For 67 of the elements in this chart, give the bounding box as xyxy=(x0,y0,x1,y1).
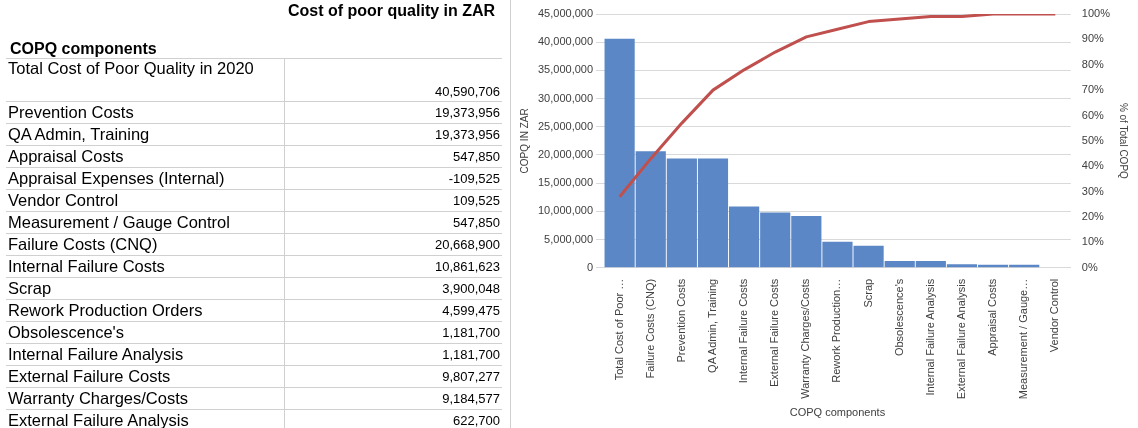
y2-tick-label: 60% xyxy=(1081,108,1105,121)
text: 3,900,048 xyxy=(284,277,502,300)
text: QA Admin, Training xyxy=(6,123,284,146)
text: Measurement / Gauge Control xyxy=(6,211,284,234)
x-tick-label: External Failure Costs xyxy=(768,278,781,387)
y-tick-label: 45,000,000 xyxy=(537,7,594,20)
x-tick-label: Scrap xyxy=(861,278,874,308)
text: 19,373,956 xyxy=(284,123,502,146)
x-axis-title: COPQ components xyxy=(789,406,886,419)
text: 20,668,900 xyxy=(284,233,502,256)
y2-tick-label: 90% xyxy=(1081,32,1105,45)
y2-tick-label: 100% xyxy=(1081,7,1111,20)
text: 9,184,577 xyxy=(284,387,502,410)
text: Cost of poor quality in ZAR xyxy=(284,2,502,59)
y2-tick-label: 30% xyxy=(1081,184,1105,197)
text: 1,181,700 xyxy=(284,343,502,366)
text: Appraisal Costs xyxy=(6,145,284,168)
text: 4,599,475 xyxy=(284,299,502,322)
y-tick-label: 0 xyxy=(586,260,594,273)
x-tick-label: Rework Production… xyxy=(830,278,843,383)
y2-tick-label: 50% xyxy=(1081,133,1105,146)
x-tick-label: Total Cost of Poor … xyxy=(612,278,625,381)
x-tick-label: Prevention Costs xyxy=(674,278,687,363)
text: Internal Failure Costs xyxy=(6,255,284,278)
y-tick-label: 35,000,000 xyxy=(537,63,594,76)
text: 10,861,623 xyxy=(284,255,502,278)
text: 547,850 xyxy=(284,145,502,168)
y-tick-label: 30,000,000 xyxy=(537,91,594,104)
x-tick-label: Internal Failure Analysis xyxy=(923,278,936,396)
text: Appraisal Expenses (Internal) xyxy=(6,167,284,190)
text: Prevention Costs xyxy=(6,101,284,124)
x-tick-label: Obsolescence's xyxy=(892,278,905,357)
x-tick-label: External Failure Analysis xyxy=(954,278,967,400)
x-tick-label: QA Admin, Training xyxy=(706,278,719,373)
y-tick-label: 40,000,000 xyxy=(537,35,594,48)
y-tick-label: 10,000,000 xyxy=(537,204,594,217)
text: COPQ components xyxy=(6,2,284,59)
y2-axis-title: % of Total COPQ xyxy=(1118,102,1130,180)
y-tick-label: 15,000,000 xyxy=(537,176,594,189)
x-tick-label: Vendor Control xyxy=(1048,278,1061,353)
text: 622,700 xyxy=(284,409,502,428)
y2-tick-label: 80% xyxy=(1081,57,1105,70)
text: Rework Production Orders xyxy=(6,299,284,322)
x-tick-label: Internal Failure Costs xyxy=(737,278,750,384)
x-tick-label: Warranty Charges/Costs xyxy=(799,278,812,399)
y-tick-label: 25,000,000 xyxy=(537,119,594,132)
text: -109,525 xyxy=(284,167,502,190)
y2-tick-label: 40% xyxy=(1081,159,1105,172)
y-tick-label: 5,000,000 xyxy=(544,232,594,245)
y-axis-title: COPQ IN ZAR xyxy=(518,108,530,174)
text: Failure Costs (CNQ) xyxy=(6,233,284,256)
text: Vendor Control xyxy=(6,189,284,212)
x-tick-label: Failure Costs (CNQ) xyxy=(643,278,656,379)
text: 1,181,700 xyxy=(284,321,502,344)
y2-tick-label: 0% xyxy=(1081,260,1098,273)
y-tick-label: 20,000,000 xyxy=(537,148,594,160)
x-tick-label: Appraisal Costs xyxy=(986,278,999,356)
text: 9,807,277 xyxy=(284,365,502,388)
x-tick-label: Measurement / Gauge… xyxy=(1017,278,1030,400)
text: 547,850 xyxy=(284,211,502,234)
text: 109,525 xyxy=(284,189,502,212)
y2-tick-label: 70% xyxy=(1081,83,1105,96)
text: 19,373,956 xyxy=(284,101,502,124)
text: Total Cost of Poor Quality in 2020 xyxy=(6,58,284,102)
text: 40,590,706 xyxy=(284,58,502,102)
y2-tick-label: 10% xyxy=(1081,235,1105,248)
y2-tick-label: 20% xyxy=(1081,210,1105,223)
